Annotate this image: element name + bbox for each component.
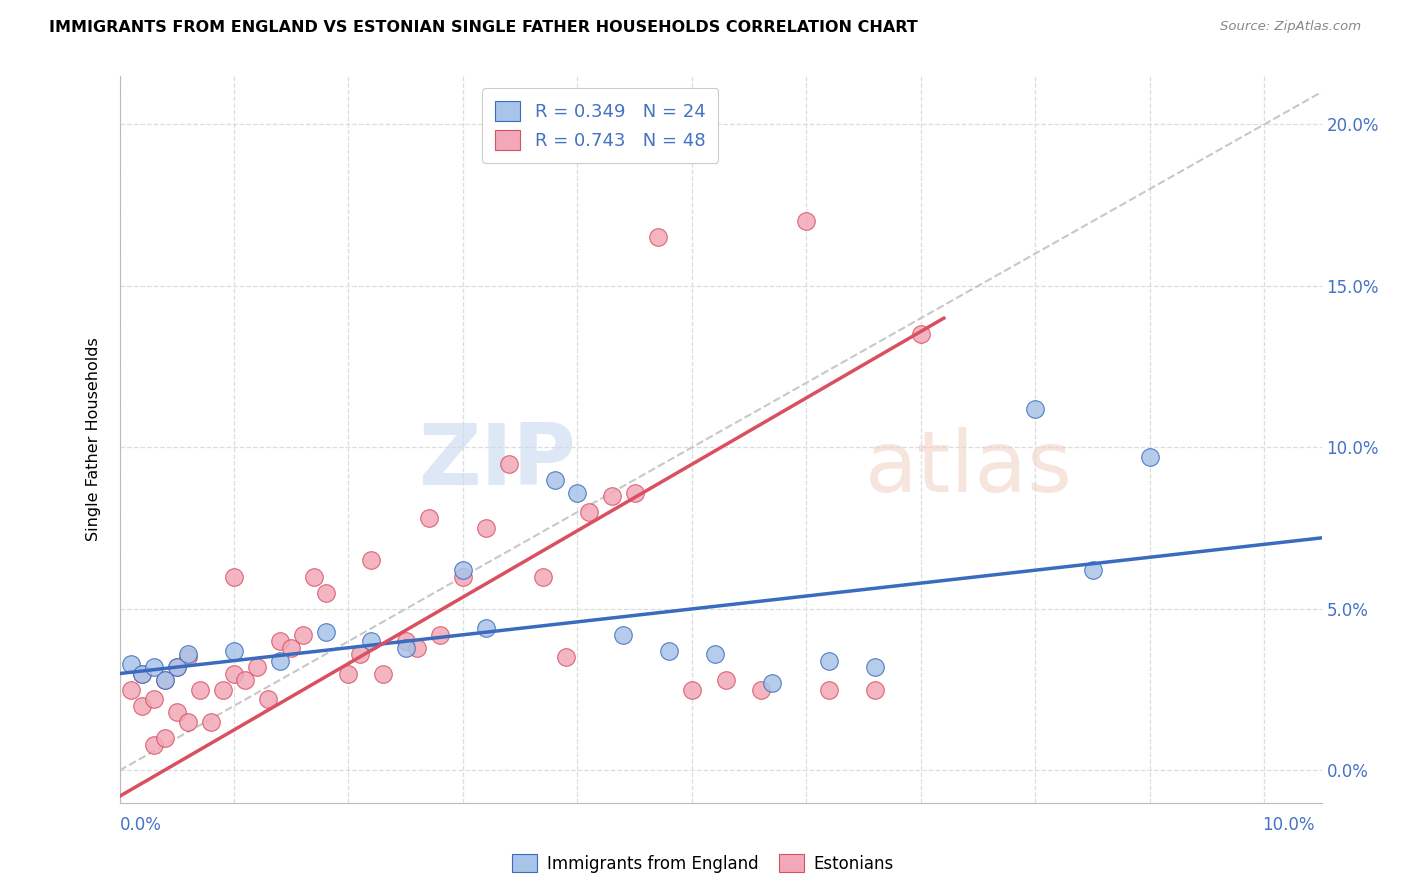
Point (166, 660, 188, 674)
Text: Source: ZipAtlas.com: Source: ZipAtlas.com (1220, 20, 1361, 33)
Point (395, 634, 418, 648)
Point (716, 673, 738, 687)
Point (761, 676, 783, 690)
Point (429, 628, 451, 642)
Point (120, 657, 142, 671)
Point (360, 634, 382, 648)
Point (418, 511, 440, 525)
Point (142, 738, 165, 752)
Point (280, 640, 302, 655)
Point (302, 569, 325, 583)
Point (451, 563, 474, 577)
Point (315, 624, 337, 639)
Point (531, 569, 554, 583)
Point (177, 650, 200, 665)
Text: IMMIGRANTS FROM ENGLAND VS ESTONIAN SINGLE FATHER HOUSEHOLDS CORRELATION CHART: IMMIGRANTS FROM ENGLAND VS ESTONIAN SING… (49, 20, 918, 35)
Point (142, 660, 165, 674)
Point (612, 628, 634, 642)
Point (749, 682, 772, 697)
Point (1081, 563, 1104, 577)
Point (567, 485, 589, 500)
Point (142, 692, 165, 706)
Point (291, 628, 314, 642)
Point (211, 682, 233, 697)
Point (131, 666, 153, 681)
Point (155, 673, 177, 687)
Text: ZIP: ZIP (419, 419, 576, 502)
Point (188, 682, 211, 697)
Point (200, 714, 222, 729)
Point (818, 654, 841, 668)
Legend: R = 0.349   N = 24, R = 0.743   N = 48: R = 0.349 N = 24, R = 0.743 N = 48 (482, 88, 718, 162)
Point (177, 647, 200, 661)
Text: 10.0%: 10.0% (1263, 816, 1315, 834)
Text: atlas: atlas (865, 427, 1073, 510)
Point (863, 660, 886, 674)
Point (681, 682, 703, 697)
Point (543, 473, 565, 487)
Point (235, 673, 257, 687)
Point (498, 457, 520, 471)
Point (395, 640, 418, 655)
Point (371, 666, 394, 681)
Point (222, 666, 245, 681)
Point (131, 698, 153, 713)
Point (578, 505, 600, 519)
Point (658, 644, 681, 658)
Point (1139, 450, 1161, 464)
Point (257, 692, 280, 706)
Point (623, 485, 645, 500)
Legend: Immigrants from England, Estonians: Immigrants from England, Estonians (505, 847, 901, 880)
Point (166, 660, 188, 674)
Point (475, 621, 498, 635)
Point (166, 706, 188, 720)
Text: 0.0%: 0.0% (120, 816, 162, 834)
Point (269, 634, 291, 648)
Point (600, 489, 623, 503)
Point (818, 682, 841, 697)
Point (910, 327, 932, 342)
Point (246, 660, 269, 674)
Point (1024, 401, 1046, 416)
Point (155, 673, 177, 687)
Point (222, 644, 245, 658)
Point (555, 650, 578, 665)
Y-axis label: Single Father Households: Single Father Households (86, 337, 101, 541)
Point (349, 647, 371, 661)
Point (863, 682, 886, 697)
Point (647, 230, 669, 244)
Point (315, 586, 337, 600)
Point (475, 521, 498, 535)
Point (222, 569, 245, 583)
Point (131, 666, 153, 681)
Point (269, 654, 291, 668)
Point (451, 569, 474, 583)
Point (155, 731, 177, 746)
Point (177, 714, 200, 729)
Point (360, 553, 382, 567)
Point (120, 682, 142, 697)
Point (337, 666, 360, 681)
Point (406, 640, 429, 655)
Point (796, 214, 818, 228)
Point (703, 647, 725, 661)
